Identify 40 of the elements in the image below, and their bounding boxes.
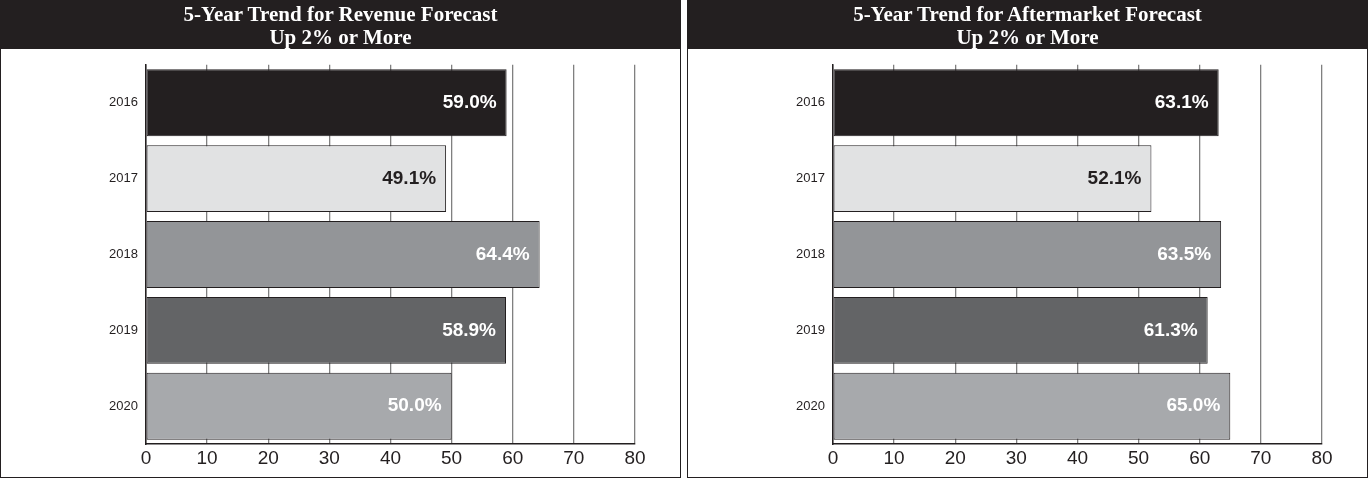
x-tick-label: 20 xyxy=(944,446,966,468)
y-tick-label: 2017 xyxy=(796,170,825,186)
x-tick-label: 60 xyxy=(1189,446,1211,468)
chart-title: 5-Year Trend for Aftermarket Forecast Up 2% or More xyxy=(688,1,1367,49)
x-tick-label: 70 xyxy=(563,446,585,468)
data-label: 59.0% xyxy=(442,90,497,112)
y-tick-label: 2016 xyxy=(796,94,825,110)
x-tick-label: 10 xyxy=(196,446,218,468)
y-tick-label: 2020 xyxy=(796,397,825,413)
data-label: 63.1% xyxy=(1154,90,1209,112)
data-label: 49.1% xyxy=(382,166,437,188)
data-label: 52.1% xyxy=(1087,166,1142,188)
y-tick-label: 2018 xyxy=(796,246,825,262)
x-tick-label: 30 xyxy=(318,446,340,468)
x-tick-label: 0 xyxy=(140,446,152,468)
chart-title: 5-Year Trend for Revenue Forecast Up 2% or More xyxy=(1,1,680,49)
y-tick-label: 2016 xyxy=(109,94,138,110)
y-tick-label: 2019 xyxy=(109,321,138,337)
y-tick-label: 2018 xyxy=(109,246,138,262)
data-label: 61.3% xyxy=(1143,318,1198,340)
y-tick-label: 2019 xyxy=(796,321,825,337)
x-tick-label: 70 xyxy=(1250,446,1272,468)
x-tick-label: 60 xyxy=(502,446,524,468)
x-tick-label: 30 xyxy=(1005,446,1027,468)
x-tick-label: 10 xyxy=(883,446,905,468)
y-tick-label: 2017 xyxy=(109,170,138,186)
x-tick-label: 40 xyxy=(1066,446,1089,468)
x-tick-label: 80 xyxy=(624,446,646,468)
x-tick-label: 50 xyxy=(441,446,463,468)
data-label: 64.4% xyxy=(475,242,530,264)
data-label: 65.0% xyxy=(1166,394,1221,416)
x-tick-label: 40 xyxy=(379,446,402,468)
data-label: 63.5% xyxy=(1157,242,1212,264)
data-label: 58.9% xyxy=(442,318,497,340)
x-tick-label: 50 xyxy=(1128,446,1150,468)
x-tick-label: 0 xyxy=(827,446,839,468)
y-tick-label: 2020 xyxy=(109,397,138,413)
data-label: 50.0% xyxy=(387,394,442,416)
x-tick-label: 20 xyxy=(257,446,279,468)
x-tick-label: 80 xyxy=(1311,446,1333,468)
